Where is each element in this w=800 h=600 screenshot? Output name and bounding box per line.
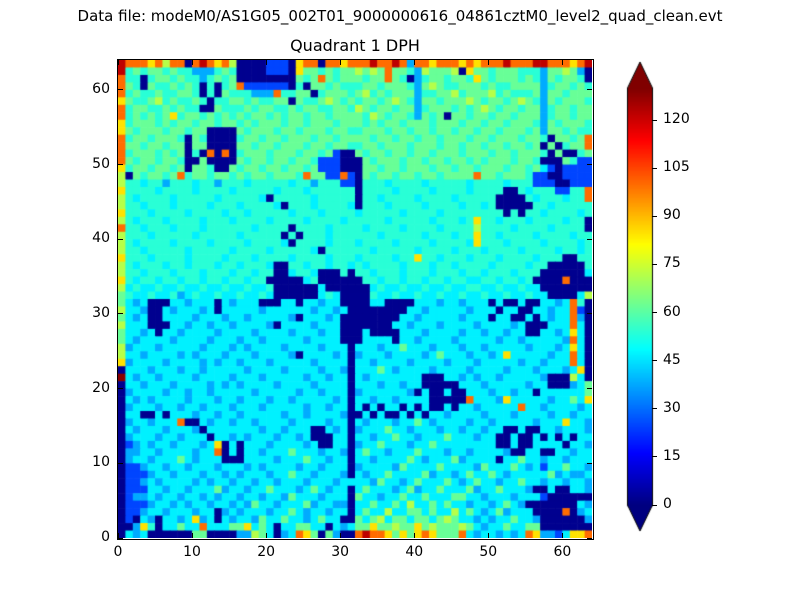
colorbar-tick-label: 45 xyxy=(663,351,681,368)
x-tick-mark xyxy=(561,60,563,65)
colorbar-tick-label: 120 xyxy=(663,111,690,128)
y-tick-label: 20 xyxy=(92,379,110,396)
colorbar-tick-mark xyxy=(652,456,657,458)
suptitle: Data file: modeM0/AS1G05_002T01_90000006… xyxy=(77,7,723,25)
x-tick-label: 60 xyxy=(553,544,572,560)
x-tick-label: 0 xyxy=(113,544,123,560)
x-tick-label: 40 xyxy=(405,544,424,560)
x-tick-mark xyxy=(487,60,489,65)
y-tick-mark xyxy=(587,89,592,91)
plot-title: Quadrant 1 DPH xyxy=(290,36,420,55)
x-tick-mark xyxy=(191,60,193,65)
x-tick-mark xyxy=(487,533,489,538)
y-tick-mark xyxy=(118,164,123,166)
colorbar-tick-label: 105 xyxy=(663,159,690,176)
colorbar-tick-mark xyxy=(652,119,657,121)
y-tick-mark xyxy=(587,388,592,390)
x-tick-mark xyxy=(339,60,341,65)
colorbar-tick-mark xyxy=(652,215,657,217)
colorbar-tick-mark xyxy=(652,312,657,314)
colorbar-tick-label: 75 xyxy=(663,255,681,272)
y-tick-mark xyxy=(587,537,592,539)
y-tick-mark xyxy=(587,164,592,166)
y-tick-label: 30 xyxy=(92,304,110,321)
colorbar-tick-mark xyxy=(652,504,657,506)
y-tick-label: 50 xyxy=(92,155,110,172)
y-tick-mark xyxy=(587,313,592,315)
y-tick-mark xyxy=(118,462,123,464)
x-tick-label: 50 xyxy=(479,544,498,560)
colorbar-tick-mark xyxy=(652,263,657,265)
y-tick-label: 60 xyxy=(92,80,110,97)
y-tick-label: 40 xyxy=(92,230,110,247)
y-tick-mark xyxy=(118,89,123,91)
x-tick-mark xyxy=(117,533,119,538)
x-tick-label: 10 xyxy=(183,544,201,560)
heatmap-image xyxy=(118,60,592,538)
y-tick-label: 10 xyxy=(92,454,110,471)
colorbar-tick-mark xyxy=(652,360,657,362)
colorbar-tick-mark xyxy=(652,167,657,169)
colorbar-tick-label: 15 xyxy=(663,447,681,464)
y-tick-mark xyxy=(118,313,123,315)
x-tick-label: 20 xyxy=(257,544,276,560)
y-tick-mark xyxy=(587,238,592,240)
x-tick-mark xyxy=(339,533,341,538)
y-tick-mark xyxy=(118,388,123,390)
y-tick-mark xyxy=(118,238,123,240)
colorbar xyxy=(624,58,660,536)
x-tick-mark xyxy=(265,60,267,65)
y-tick-label: 0 xyxy=(101,529,110,545)
x-tick-label: 30 xyxy=(331,544,350,560)
colorbar-tick-mark xyxy=(652,408,657,410)
colorbar-tick-label: 30 xyxy=(663,399,681,416)
x-tick-mark xyxy=(191,533,193,538)
colorbar-tick-label: 90 xyxy=(663,207,681,224)
colorbar-tick-label: 60 xyxy=(663,303,681,320)
x-tick-mark xyxy=(413,60,415,65)
y-tick-mark xyxy=(118,537,123,539)
y-tick-mark xyxy=(587,462,592,464)
colorbar-tick-label: 0 xyxy=(663,496,672,512)
x-tick-mark xyxy=(265,533,267,538)
x-tick-mark xyxy=(413,533,415,538)
x-tick-mark xyxy=(561,533,563,538)
x-tick-mark xyxy=(117,60,119,65)
